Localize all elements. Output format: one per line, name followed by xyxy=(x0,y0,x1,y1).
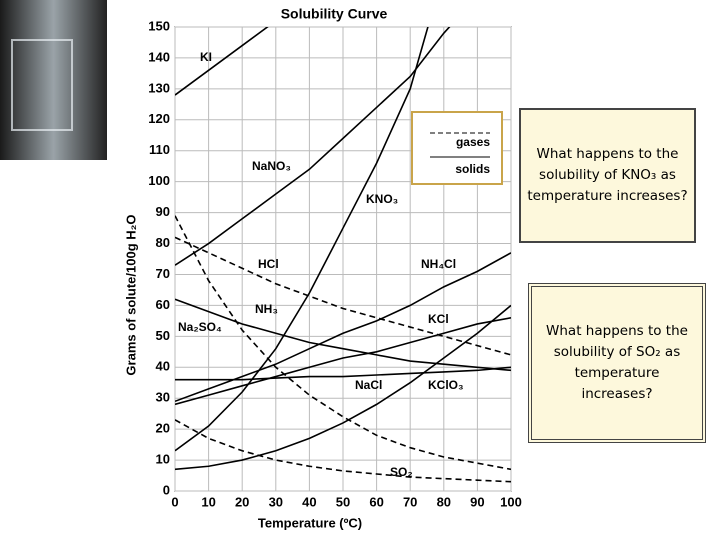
x-tick-label: 40 xyxy=(302,494,316,509)
beaker-outline xyxy=(11,39,73,131)
question-box: What happens to the solubility of SO₂ as… xyxy=(528,283,706,443)
series-label: KNO₃ xyxy=(366,192,398,206)
legend-label: solids xyxy=(455,162,490,176)
y-tick-label: 60 xyxy=(156,297,170,312)
series-line xyxy=(175,27,429,452)
y-tick-label: 140 xyxy=(148,49,170,64)
series-line xyxy=(175,316,511,406)
series-line xyxy=(175,366,511,381)
series-label: Na₂SO₄ xyxy=(178,320,222,334)
x-axis-label: Temperature (ºC) xyxy=(258,515,362,530)
beaker-photo xyxy=(0,0,107,160)
series-line xyxy=(175,236,511,356)
series-label: HCl xyxy=(258,257,279,271)
y-tick-label: 0 xyxy=(163,482,170,497)
x-tick-label: 10 xyxy=(201,494,215,509)
x-tick-label: 0 xyxy=(171,494,178,509)
legend-border xyxy=(411,111,503,185)
y-tick-label: 150 xyxy=(148,18,170,33)
series-line xyxy=(175,27,269,96)
question-box: What happens to the solubility of KNO₃ a… xyxy=(519,108,696,243)
series-line xyxy=(175,27,451,266)
y-tick-label: 130 xyxy=(148,80,170,95)
y-tick-label: 10 xyxy=(156,452,170,467)
x-tick-label: 100 xyxy=(500,494,522,509)
series-line xyxy=(175,419,511,483)
series-line xyxy=(175,215,511,471)
y-tick-label: 20 xyxy=(156,421,170,436)
y-tick-label: 50 xyxy=(156,328,170,343)
y-tick-label: 70 xyxy=(156,266,170,281)
x-tick-label: 90 xyxy=(470,494,484,509)
series-label: NaNO₃ xyxy=(252,159,291,173)
y-tick-label: 30 xyxy=(156,390,170,405)
y-tick-label: 120 xyxy=(148,111,170,126)
x-tick-label: 20 xyxy=(235,494,249,509)
series-label: NH₃ xyxy=(255,302,278,316)
y-tick-label: 100 xyxy=(148,173,170,188)
series-line xyxy=(175,252,511,403)
series-label: SO₂ xyxy=(390,465,413,479)
y-axis-label: Grams of solute/100g H₂O xyxy=(123,214,138,375)
series-line xyxy=(175,298,511,372)
y-tick-label: 80 xyxy=(156,235,170,250)
legend-label: gases xyxy=(456,135,490,149)
x-tick-label: 50 xyxy=(336,494,350,509)
y-tick-label: 90 xyxy=(156,204,170,219)
y-tick-label: 110 xyxy=(149,142,170,157)
chart-title: Solubility Curve xyxy=(281,6,388,22)
plot-layer xyxy=(174,26,512,492)
x-tick-label: 30 xyxy=(269,494,283,509)
y-tick-label: 40 xyxy=(156,359,170,374)
series-label: NH₄Cl xyxy=(421,257,456,271)
series-line xyxy=(175,304,511,471)
series-label: KCl xyxy=(428,312,449,326)
x-tick-label: 60 xyxy=(369,494,383,509)
legend: gases solids xyxy=(411,111,503,185)
x-tick-label: 70 xyxy=(403,494,417,509)
series-layer xyxy=(175,27,511,483)
series-label: KI xyxy=(200,50,212,64)
series-label: NaCl xyxy=(355,378,382,392)
x-tick-label: 80 xyxy=(437,494,451,509)
series-label: KClO₃ xyxy=(428,378,464,392)
